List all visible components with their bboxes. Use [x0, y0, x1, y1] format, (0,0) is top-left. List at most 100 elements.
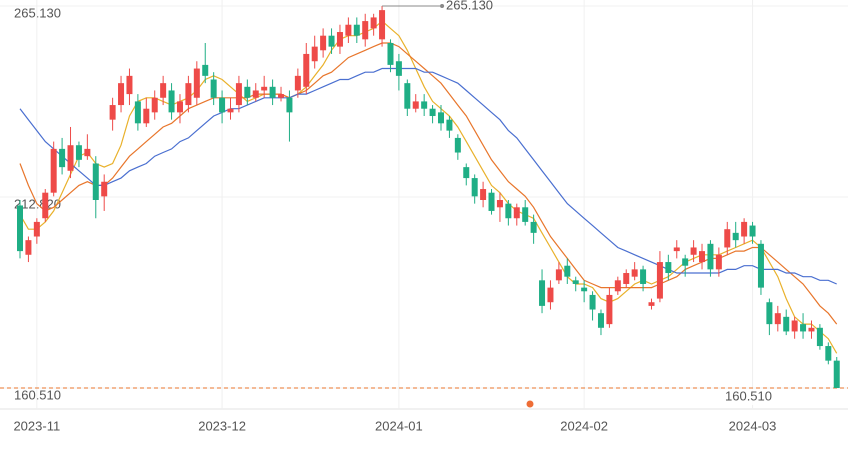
candle-body: [244, 86, 251, 98]
candle-body: [606, 294, 613, 325]
candle-body: [572, 280, 579, 284]
x-tick-label: 2024-02: [560, 418, 608, 433]
candle-body: [741, 221, 748, 237]
candle-body: [766, 302, 773, 325]
candle-body: [539, 280, 546, 306]
candle-body: [555, 269, 562, 281]
candle-body: [235, 83, 242, 106]
candle-body: [597, 313, 604, 328]
candle-body: [581, 287, 588, 292]
candle-body: [825, 346, 832, 361]
x-tick-label: 2023-12: [198, 418, 246, 433]
y-tick-label: 160.510: [14, 387, 61, 402]
candle-body: [446, 119, 453, 131]
max-marker-label: 265.130: [446, 0, 493, 12]
candle-body: [75, 145, 82, 160]
candle-body: [210, 79, 217, 98]
candle-body: [404, 83, 411, 109]
candle-body: [261, 86, 268, 91]
candle-body: [513, 207, 520, 219]
candle-body: [168, 90, 175, 113]
candle-body: [202, 64, 209, 76]
candle-body: [656, 262, 663, 299]
candle-body: [328, 35, 335, 47]
candle-body: [496, 199, 503, 208]
y-tick-label: 265.130: [14, 5, 61, 20]
candle-body: [395, 61, 402, 76]
candle-body: [59, 148, 66, 168]
candle-body: [412, 101, 419, 109]
x-tick-label: 2024-03: [729, 418, 777, 433]
max-marker-dot: [440, 4, 445, 8]
candle-body: [320, 35, 327, 51]
candle-body: [833, 360, 840, 388]
candle-body: [25, 240, 32, 255]
candle-body: [816, 327, 823, 347]
candle-body: [808, 327, 815, 332]
candle-body: [429, 108, 436, 117]
candle-body: [126, 75, 133, 95]
x-tick-label: 2023-11: [13, 418, 60, 433]
candle-body: [42, 192, 49, 219]
candle-body: [783, 316, 790, 332]
candle-body: [530, 221, 537, 233]
candle-body: [724, 229, 731, 248]
candle-body: [463, 167, 470, 179]
candle-body: [800, 324, 807, 332]
candle-body: [151, 97, 158, 113]
candle-body: [757, 243, 764, 288]
candle-body: [84, 148, 91, 157]
candle-body: [278, 94, 285, 98]
candle-body: [715, 254, 722, 270]
candle-body: [732, 232, 739, 241]
candle-body: [699, 251, 706, 263]
candle-body: [589, 294, 596, 310]
candle-body: [774, 313, 781, 325]
candle-body: [370, 17, 377, 29]
candle-body: [345, 24, 352, 36]
candle-body: [522, 207, 529, 222]
candle-body: [648, 302, 655, 306]
candle-body: [480, 189, 487, 200]
candle-body: [421, 101, 428, 109]
moving-average-line: [19, 67, 837, 285]
candle-body: [707, 243, 714, 270]
candle-body: [219, 97, 226, 113]
candle-body: [33, 221, 40, 237]
x-tick-label: 2024-01: [375, 418, 423, 433]
candle-body: [791, 320, 798, 332]
candle-body: [379, 10, 386, 40]
candle-body: [269, 86, 276, 98]
candle-body: [488, 192, 495, 211]
candle-body: [143, 108, 150, 124]
candle-body: [454, 137, 461, 153]
candle-body: [17, 205, 23, 252]
candle-body: [471, 178, 478, 197]
candle-body: [227, 108, 234, 113]
candle-body: [387, 42, 394, 65]
candle-body: [286, 97, 293, 113]
candle-body: [564, 265, 571, 277]
candle-body: [640, 269, 647, 284]
last-price-badge: [716, 389, 776, 405]
candle-body: [353, 24, 360, 36]
candle-body: [109, 105, 116, 120]
candle-body: [623, 273, 630, 284]
candle-body: [252, 90, 259, 98]
candle-body: [505, 203, 512, 219]
candle-body: [50, 148, 57, 193]
candle-body: [614, 280, 621, 292]
event-dot: [526, 400, 534, 408]
candle-body: [185, 83, 192, 106]
candle-body: [547, 287, 554, 303]
candle-body: [673, 247, 680, 252]
candle-body: [690, 247, 697, 255]
candle-body: [160, 83, 167, 98]
candle-body: [92, 163, 99, 200]
candle-body: [176, 101, 183, 113]
candle-body: [193, 68, 200, 98]
candle-body: [438, 112, 444, 124]
candle-body: [311, 46, 318, 62]
candle-body: [336, 32, 343, 47]
